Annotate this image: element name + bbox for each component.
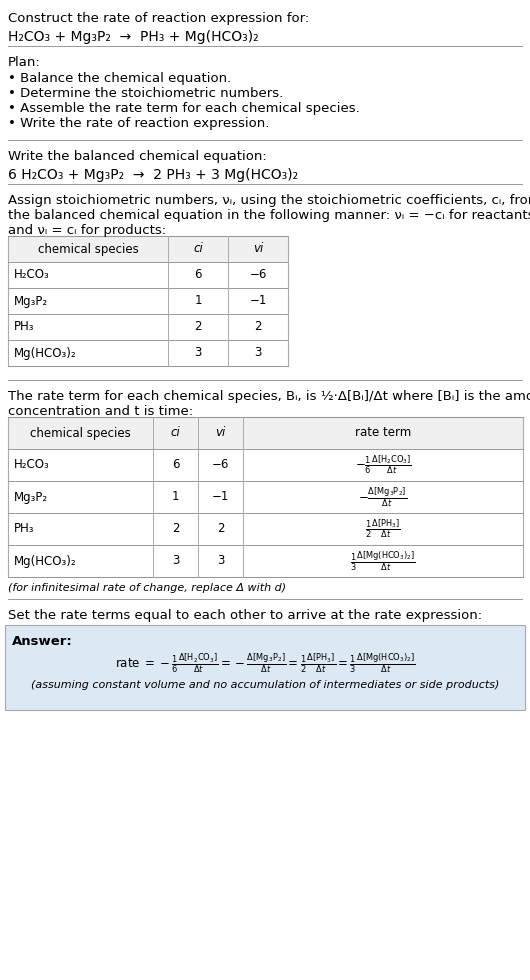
Text: 3: 3	[195, 347, 202, 360]
Text: H₂CO₃ + Mg₃P₂  →  PH₃ + Mg(HCO₃)₂: H₂CO₃ + Mg₃P₂ → PH₃ + Mg(HCO₃)₂	[8, 30, 259, 44]
Text: chemical species: chemical species	[38, 242, 138, 256]
Text: Plan:: Plan:	[8, 56, 41, 69]
Text: Answer:: Answer:	[12, 635, 73, 648]
Text: • Determine the stoichiometric numbers.: • Determine the stoichiometric numbers.	[8, 87, 283, 100]
Text: −6: −6	[249, 269, 267, 281]
Text: • Write the rate of reaction expression.: • Write the rate of reaction expression.	[8, 117, 269, 130]
Text: ci: ci	[193, 242, 203, 256]
Text: • Balance the chemical equation.: • Balance the chemical equation.	[8, 72, 231, 85]
Text: $-\frac{1}{6}\frac{\Delta[\mathrm{H_2CO_3}]}{\Delta t}$: $-\frac{1}{6}\frac{\Delta[\mathrm{H_2CO_…	[355, 454, 411, 476]
Text: Assign stoichiometric numbers, νᵢ, using the stoichiometric coefficients, cᵢ, fr: Assign stoichiometric numbers, νᵢ, using…	[8, 194, 530, 207]
Text: chemical species: chemical species	[30, 426, 131, 439]
Text: Construct the rate of reaction expression for:: Construct the rate of reaction expressio…	[8, 12, 309, 25]
Text: $-\frac{\Delta[\mathrm{Mg_3P_2}]}{\Delta t}$: $-\frac{\Delta[\mathrm{Mg_3P_2}]}{\Delta…	[358, 485, 408, 509]
Text: Mg₃P₂: Mg₃P₂	[14, 491, 48, 504]
Text: $\frac{1}{3}\frac{\Delta[\mathrm{Mg(HCO_3)_2}]}{\Delta t}$: $\frac{1}{3}\frac{\Delta[\mathrm{Mg(HCO_…	[350, 550, 416, 572]
Text: Mg(HCO₃)₂: Mg(HCO₃)₂	[14, 347, 77, 360]
Text: 3: 3	[254, 347, 262, 360]
Text: Set the rate terms equal to each other to arrive at the rate expression:: Set the rate terms equal to each other t…	[8, 609, 482, 622]
Text: PH₃: PH₃	[14, 320, 34, 333]
Text: 1: 1	[195, 295, 202, 308]
Text: H₂CO₃: H₂CO₃	[14, 269, 50, 281]
Text: 6 H₂CO₃ + Mg₃P₂  →  2 PH₃ + 3 Mg(HCO₃)₂: 6 H₂CO₃ + Mg₃P₂ → 2 PH₃ + 3 Mg(HCO₃)₂	[8, 168, 298, 182]
Text: ci: ci	[171, 426, 180, 439]
Text: 2: 2	[172, 522, 179, 535]
Text: (assuming constant volume and no accumulation of intermediates or side products): (assuming constant volume and no accumul…	[31, 680, 499, 690]
Bar	[8, 236, 288, 366]
Text: 6: 6	[172, 459, 179, 471]
Text: rate $= -\frac{1}{6}\frac{\Delta[\mathrm{H_2CO_3}]}{\Delta t} = -\frac{\Delta[\m: rate $= -\frac{1}{6}\frac{\Delta[\mathrm…	[114, 652, 416, 674]
Bar	[8, 236, 288, 262]
Text: H₂CO₃: H₂CO₃	[14, 459, 50, 471]
Text: the balanced chemical equation in the following manner: νᵢ = −cᵢ for reactants: the balanced chemical equation in the fo…	[8, 209, 530, 222]
Text: Mg(HCO₃)₂: Mg(HCO₃)₂	[14, 555, 77, 567]
Text: The rate term for each chemical species, Bᵢ, is ½⋅Δ[Bᵢ]/Δt where [Bᵢ] is the amo: The rate term for each chemical species,…	[8, 390, 530, 403]
Text: 3: 3	[172, 555, 179, 567]
Text: Write the balanced chemical equation:: Write the balanced chemical equation:	[8, 150, 267, 163]
Bar	[8, 417, 523, 449]
Text: vi: vi	[215, 426, 226, 439]
Text: rate term: rate term	[355, 426, 411, 439]
Text: 6: 6	[195, 269, 202, 281]
Bar	[8, 417, 523, 577]
Text: (for infinitesimal rate of change, replace Δ with d): (for infinitesimal rate of change, repla…	[8, 583, 286, 593]
Text: −1: −1	[249, 295, 267, 308]
Text: 3: 3	[217, 555, 224, 567]
Text: 2: 2	[254, 320, 262, 333]
Text: 2: 2	[217, 522, 224, 535]
Text: −1: −1	[212, 491, 229, 504]
Text: and νᵢ = cᵢ for products:: and νᵢ = cᵢ for products:	[8, 224, 166, 237]
Text: $\frac{1}{2}\frac{\Delta[\mathrm{PH_3}]}{\Delta t}$: $\frac{1}{2}\frac{\Delta[\mathrm{PH_3}]}…	[365, 517, 401, 540]
Text: −6: −6	[212, 459, 229, 471]
Text: • Assemble the rate term for each chemical species.: • Assemble the rate term for each chemic…	[8, 102, 360, 115]
Bar	[5, 625, 525, 710]
Text: vi: vi	[253, 242, 263, 256]
Text: concentration and t is time:: concentration and t is time:	[8, 405, 193, 418]
Text: 2: 2	[195, 320, 202, 333]
Text: Mg₃P₂: Mg₃P₂	[14, 295, 48, 308]
Text: PH₃: PH₃	[14, 522, 34, 535]
Text: 1: 1	[172, 491, 179, 504]
